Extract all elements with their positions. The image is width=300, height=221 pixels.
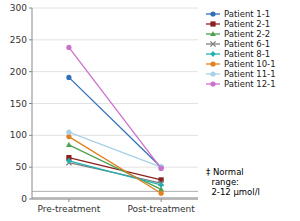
series-line	[69, 137, 161, 194]
series	[66, 45, 163, 171]
marker	[159, 182, 164, 188]
grid-line	[32, 8, 198, 9]
legend-item: Patient 10-1	[206, 59, 276, 69]
legend-item: Patient 1-1	[206, 9, 270, 19]
legend-item: Patient 2-2	[206, 29, 270, 39]
legend-marker	[210, 81, 215, 86]
legend-label: Patient 2-1	[224, 19, 270, 29]
legend-marker	[210, 71, 215, 76]
y-tick-label: 250	[10, 35, 27, 45]
legend-label: Patient 11-1	[224, 69, 276, 79]
series-line	[69, 47, 161, 168]
series	[66, 75, 163, 170]
series-line	[69, 145, 161, 190]
legend-marker	[210, 61, 215, 66]
y-tick	[29, 8, 32, 9]
y-tick	[29, 199, 32, 200]
y-tick	[29, 103, 32, 104]
x-tick-label: Post-treatment	[127, 204, 195, 214]
marker	[66, 75, 71, 80]
grid-line	[32, 135, 198, 136]
y-tick-label: 200	[10, 67, 27, 77]
legend-marker	[210, 31, 216, 36]
legend-label: Patient 8-1	[224, 49, 270, 59]
marker	[66, 134, 71, 139]
reference-line	[32, 191, 198, 192]
legend-item: Patient 6-1	[206, 39, 270, 49]
grid-line	[32, 71, 198, 72]
grid-line	[32, 103, 198, 104]
series-group	[66, 45, 164, 196]
y-tick	[29, 71, 32, 72]
series	[66, 160, 163, 186]
series	[66, 134, 163, 196]
legend-item: Patient 12-1	[206, 79, 276, 89]
y-tick	[29, 167, 32, 168]
legend-marker	[210, 21, 215, 26]
legend-label: Patient 2-2	[224, 29, 270, 39]
marker	[66, 142, 72, 147]
y-tick-label: 300	[10, 3, 27, 13]
legend-marker	[210, 51, 215, 57]
annotation-line: ‡ Normal	[206, 167, 244, 177]
marker	[66, 158, 71, 164]
marker	[159, 191, 164, 196]
annotation: ‡ Normal range: 2-12 μmol/l	[206, 167, 260, 197]
marker	[66, 45, 71, 50]
y-tick	[29, 135, 32, 136]
reference-lines	[32, 191, 198, 197]
grid-line	[32, 39, 198, 40]
legend-marker	[210, 11, 215, 16]
legend-label: Patient 10-1	[224, 59, 276, 69]
chart: 0 50 100 150 200 250 300 Pre-treatment Post-trea…	[0, 0, 300, 221]
y-tick-label: 150	[10, 99, 27, 109]
legend-label: Patient 6-1	[224, 39, 270, 49]
x-tick	[161, 199, 162, 202]
annotation-line: 2-12 μmol/l	[206, 187, 260, 197]
series-line	[69, 77, 161, 167]
x-axis-line	[32, 199, 198, 200]
legend-item: Patient 8-1	[206, 49, 270, 59]
y-tick-label: 0	[21, 194, 27, 204]
legend-marker	[210, 41, 215, 46]
x-tick	[68, 199, 69, 202]
legend: Patient 1-1Patient 2-1Patient 2-2Patient…	[206, 9, 276, 89]
series	[66, 130, 163, 170]
marker	[159, 166, 164, 171]
legend-label: Patient 1-1	[224, 9, 270, 19]
legend-label: Patient 12-1	[224, 79, 276, 89]
x-tick-label: Pre-treatment	[38, 204, 101, 214]
reference-line	[32, 197, 198, 198]
y-tick-label: 100	[10, 130, 27, 140]
series-line	[69, 158, 161, 180]
annotation-line: range:	[206, 177, 239, 187]
y-tick-label: 50	[16, 162, 28, 172]
series	[66, 155, 163, 182]
grid-line	[32, 199, 198, 200]
legend-item: Patient 2-1	[206, 19, 270, 29]
y-tick	[29, 39, 32, 40]
legend-item: Patient 11-1	[206, 69, 276, 79]
grid	[32, 8, 198, 199]
marker	[66, 130, 71, 135]
